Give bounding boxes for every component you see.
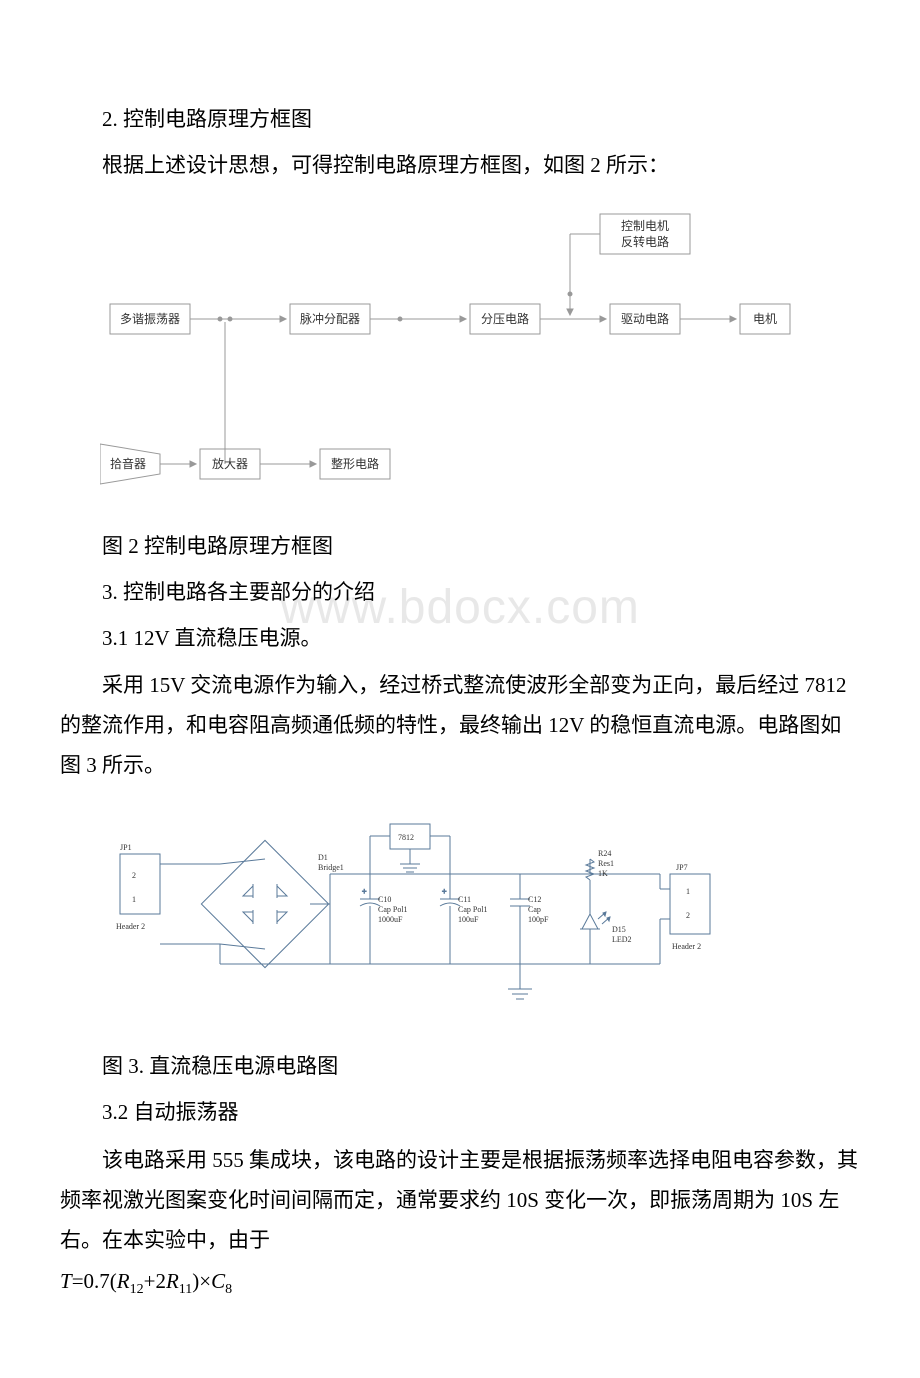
c10-ref: C10 — [378, 895, 391, 904]
c11-name: Cap Pol1 — [458, 905, 488, 914]
c11-val: 100uF — [458, 915, 479, 924]
jp7-ref: JP7 — [676, 863, 688, 872]
jp1-ref: JP1 — [120, 843, 132, 852]
figure-2-caption: 图 2 控制电路原理方框图 — [60, 527, 860, 567]
r24-ref: R24 — [598, 849, 611, 858]
figure-3-caption: 图 3. 直流稳压电源电路图 — [60, 1047, 860, 1087]
section-3-2-body: 该电路采用 555 集成块，该电路的设计主要是根据振荡频率选择电阻电容参数，其频… — [60, 1141, 860, 1261]
box-osc-label: 多谐振荡器 — [120, 312, 180, 326]
section-3-2-heading: 3.2 自动振荡器 — [60, 1093, 860, 1133]
formula-period: T=0.7(R12+2R11)×C8 — [60, 1269, 860, 1298]
d15-ref: D15 — [612, 925, 626, 934]
box-motor-label: 电机 — [753, 312, 777, 326]
jp1-footer: Header 2 — [116, 922, 145, 931]
box-rev-label1: 控制电机 — [621, 219, 669, 233]
bridge-ref: D1 — [318, 853, 328, 862]
r24-val: 1K — [598, 869, 608, 878]
svg-text:2: 2 — [686, 911, 690, 920]
circuit-diagram: + + — [100, 804, 860, 1029]
c10-name: Cap Pol1 — [378, 905, 408, 914]
box-div-label: 分压电路 — [481, 311, 529, 326]
section-3-heading: 3. 控制电路各主要部分的介绍 — [60, 573, 860, 613]
svg-text:+: + — [362, 887, 367, 896]
svg-text:2: 2 — [132, 871, 136, 880]
section-2-heading: 2. 控制电路原理方框图 — [60, 100, 860, 140]
bridge-name: Bridge1 — [318, 863, 344, 872]
d15-name: LED2 — [612, 935, 632, 944]
c12-ref: C12 — [528, 895, 541, 904]
box-rev-label2: 反转电路 — [621, 234, 669, 249]
box-drive-label: 驱动电路 — [621, 311, 669, 326]
section-3-1-body: 采用 15V 交流电源作为输入，经过桥式整流使波形全部变为正向，最后经过 781… — [60, 666, 860, 786]
jp7-footer: Header 2 — [672, 942, 701, 951]
box-mic-label: 拾音器 — [110, 456, 146, 471]
c10-val: 1000uF — [378, 915, 403, 924]
c12-name: Cap — [528, 905, 541, 914]
box-amp-label: 放大器 — [212, 456, 248, 471]
svg-text:+: + — [442, 887, 447, 896]
reg-label: 7812 — [398, 833, 414, 842]
svg-text:1: 1 — [132, 895, 136, 904]
r24-name: Res1 — [598, 859, 614, 868]
c11-ref: C11 — [458, 895, 471, 904]
box-dist-label: 脉冲分配器 — [300, 311, 360, 326]
c12-val: 100pF — [528, 915, 549, 924]
section-3-1-heading: 3.1 12V 直流稳压电源。 — [60, 619, 860, 659]
svg-text:1: 1 — [686, 887, 690, 896]
section-2-intro: 根据上述设计思想，可得控制电路原理方框图，如图 2 所示： — [60, 146, 860, 186]
box-shape-label: 整形电路 — [331, 456, 379, 471]
block-diagram: 多谐振荡器 脉冲分配器 分压电路 驱动电路 电机 控制电机 反转电路 拾音器 放… — [100, 204, 860, 509]
